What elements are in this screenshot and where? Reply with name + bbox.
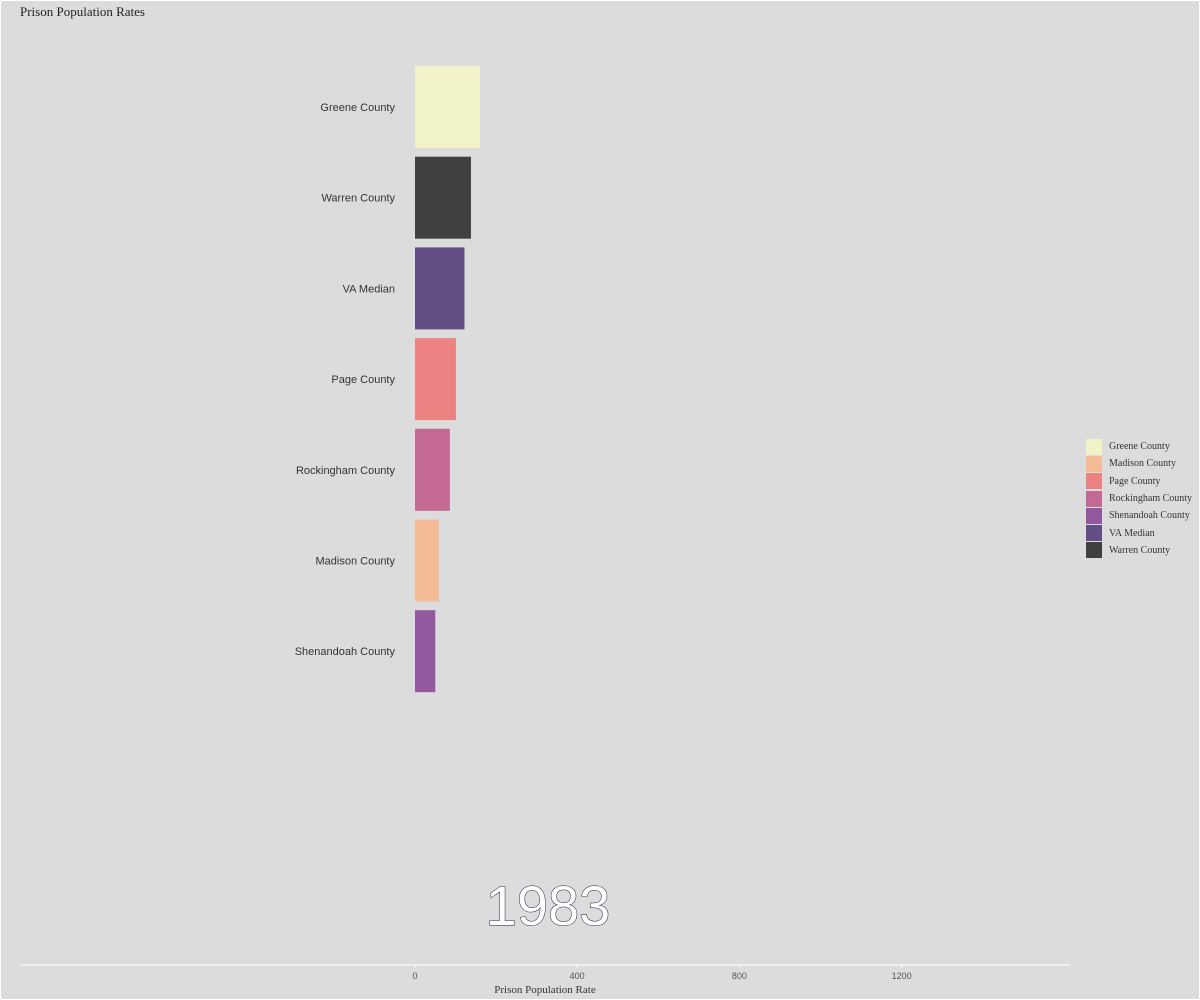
legend-item: Greene County [1086, 438, 1192, 455]
legend-label: Rockingham County [1109, 493, 1193, 505]
bar [415, 66, 480, 148]
x-tick-label: 800 [732, 971, 747, 981]
bar [415, 610, 436, 693]
legend-swatch [1086, 490, 1102, 507]
legend-swatch [1086, 542, 1102, 559]
bar [415, 247, 465, 330]
year-label: 1983 [486, 874, 611, 937]
legend-label: Page County [1109, 475, 1161, 487]
x-tick-label: 400 [570, 971, 585, 981]
category-label: Warren County [321, 193, 395, 205]
legend: Greene County Madison County Page County Ro… [1086, 438, 1192, 559]
legend-label: Madison County [1109, 458, 1176, 470]
x-tick-label: 0 [412, 971, 417, 981]
category-label: Page County [331, 374, 395, 386]
legend-label: Warren County [1109, 544, 1171, 556]
x-axis-title: Prison Population Rate [494, 984, 596, 996]
category-label: Madison County [316, 556, 396, 568]
bar [415, 338, 456, 421]
legend-swatch [1086, 507, 1102, 524]
category-label: Greene County [320, 102, 395, 114]
category-label: VA Median [343, 283, 395, 295]
legend-item: Page County [1086, 473, 1192, 490]
legend-label: VA Median [1109, 527, 1155, 539]
legend-item: Shenandoah County [1086, 507, 1192, 524]
legend-item: Madison County [1086, 455, 1192, 472]
bar [415, 428, 450, 511]
bar [415, 519, 439, 602]
legend-item: VA Median [1086, 524, 1192, 542]
legend-swatch [1086, 438, 1102, 455]
category-label: Shenandoah County [295, 646, 396, 658]
legend-item: Warren County [1086, 542, 1192, 559]
bar [415, 156, 471, 239]
legend-label: Greene County [1109, 441, 1170, 453]
legend-label: Shenandoah County [1109, 510, 1190, 522]
legend-swatch [1086, 455, 1102, 472]
legend-swatch [1086, 525, 1102, 542]
chart-title: Prison Population Rates [20, 4, 145, 19]
category-label: Rockingham County [296, 465, 396, 477]
x-tick-label: 1200 [892, 971, 912, 981]
legend-swatch [1086, 473, 1102, 490]
legend-item: Rockingham County [1086, 490, 1192, 507]
